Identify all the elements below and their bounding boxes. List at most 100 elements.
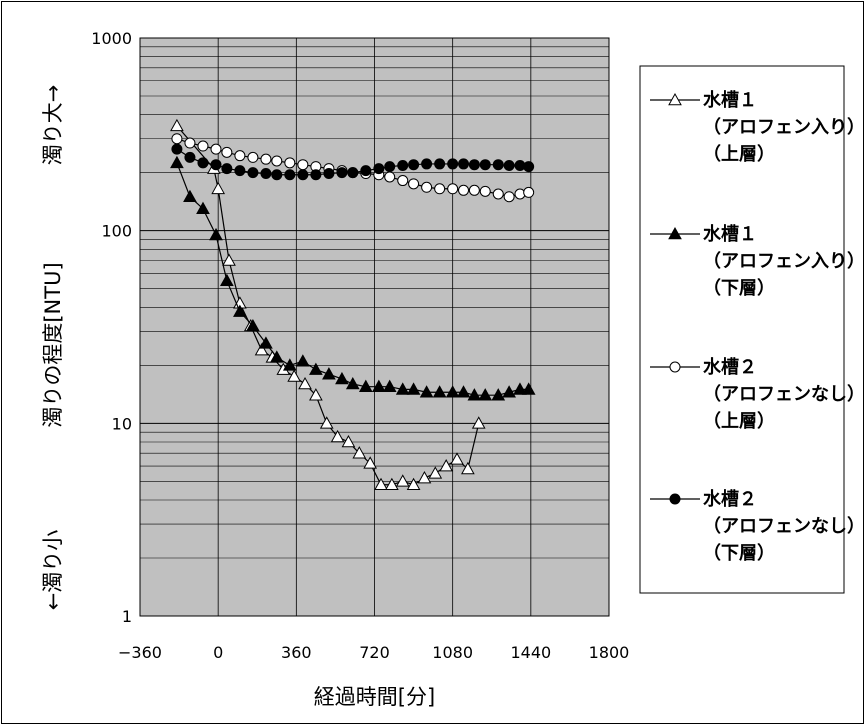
series-2-point xyxy=(282,358,297,371)
series-3-point xyxy=(397,175,409,187)
legend-entry-1: 水槽１ （アロフェン入り） （上層） xyxy=(650,89,865,165)
series-4-point xyxy=(479,159,491,171)
series-3-point xyxy=(384,171,396,183)
series-2-point xyxy=(467,388,482,401)
series-4-point xyxy=(360,165,372,177)
series-2-point xyxy=(358,379,373,392)
series-4-point xyxy=(260,168,272,180)
series-3-point xyxy=(247,151,259,163)
series-2-point xyxy=(432,385,447,398)
legend-marker xyxy=(669,493,681,505)
series-2-point xyxy=(395,382,410,395)
series-4-point xyxy=(336,167,348,179)
series-4-point xyxy=(434,158,446,170)
series-4 xyxy=(171,143,535,181)
series-4-point xyxy=(347,167,359,179)
series-4-point xyxy=(234,165,246,177)
series-2-point xyxy=(246,318,260,332)
x-tick-label: 360 xyxy=(281,643,312,662)
x-tick-label: 1440 xyxy=(510,643,551,662)
series-2-point xyxy=(322,367,336,380)
series-3-point xyxy=(184,137,196,149)
series-4-point xyxy=(210,159,222,171)
series-1-point xyxy=(363,456,378,469)
series-4-point xyxy=(284,169,296,181)
series-4-point xyxy=(373,163,385,175)
series-1-point xyxy=(309,388,323,401)
x-tick-label: 0 xyxy=(213,643,223,662)
y-tick-label: 1000 xyxy=(91,29,132,48)
series-2-point xyxy=(269,350,284,363)
series-4-point xyxy=(197,157,209,169)
legend-label: （アロフェン入り） xyxy=(703,117,865,138)
series-4-point xyxy=(421,158,433,170)
legend-label: 水槽１ xyxy=(703,223,757,245)
legend-label: （上層） xyxy=(703,411,775,432)
legend-label: （下層） xyxy=(703,543,775,564)
series-3-point xyxy=(197,140,209,152)
x-tick-label: 1080 xyxy=(432,643,473,662)
series-3-point xyxy=(468,184,480,196)
legend-label: （アロフェンなし） xyxy=(703,384,865,405)
series-1-point xyxy=(428,466,443,479)
series-4-point xyxy=(221,163,233,175)
series-4-point xyxy=(447,158,459,170)
series-1-point xyxy=(439,459,454,472)
series-2-point xyxy=(183,189,197,203)
series-2-point xyxy=(220,273,234,286)
series-2-point xyxy=(513,382,527,395)
series-4-point xyxy=(297,169,309,181)
series-2-point xyxy=(521,382,536,395)
series-3-point xyxy=(221,146,233,158)
series-3-point xyxy=(434,183,446,195)
x-tick-labels: −360 0 360 720 1080 1440 1800 xyxy=(118,643,629,662)
series-4-point xyxy=(458,158,470,170)
series-3-point xyxy=(447,183,459,195)
series-2-point xyxy=(502,385,516,398)
series-1-point xyxy=(170,118,184,132)
x-tick-label: 720 xyxy=(359,643,390,662)
series-2-point xyxy=(371,379,386,392)
series-2-point xyxy=(233,304,247,317)
y-tick-label: 10 xyxy=(112,414,132,433)
series-3-point xyxy=(421,181,433,193)
series-3-point xyxy=(171,133,183,145)
series-4-point xyxy=(408,159,420,171)
series-2-point xyxy=(209,227,223,241)
series-2-point xyxy=(478,388,493,401)
series-4-point xyxy=(492,159,504,171)
series-2-point xyxy=(295,354,310,367)
series-2-point xyxy=(445,385,460,398)
series-2-point xyxy=(419,385,434,398)
series-3-point xyxy=(271,155,283,167)
series-1-point xyxy=(450,452,464,465)
series-3-point xyxy=(284,157,296,169)
series-1-point xyxy=(352,446,367,459)
series-1-point xyxy=(319,416,334,429)
series-4-point xyxy=(271,169,283,181)
legend-label: （アロフェン入り） xyxy=(703,251,865,272)
legend-box xyxy=(639,65,845,594)
series-4-point xyxy=(397,159,409,171)
series-4-point xyxy=(171,143,183,155)
series-4-point xyxy=(523,161,535,173)
series-1-point xyxy=(417,471,432,484)
legend-entry-2: 水槽１ （アロフェン入り） （下層） xyxy=(650,223,865,299)
series-3-point xyxy=(492,188,504,200)
series-4-point xyxy=(468,159,480,171)
series-4-point xyxy=(247,167,259,179)
legend-label: 水槽２ xyxy=(703,356,757,378)
y-axis-title: 濁りの程度[NTU] xyxy=(41,262,65,427)
series-layer xyxy=(170,118,536,491)
series-1-point xyxy=(406,477,421,491)
series-1-point xyxy=(471,416,486,429)
legend-entry-3: 水槽２ （アロフェンなし） （上層） xyxy=(650,356,865,432)
series-1-point xyxy=(395,474,410,487)
series-1 xyxy=(170,118,486,491)
series-4-point xyxy=(184,151,196,163)
legend-label: 水槽２ xyxy=(703,488,757,510)
series-3-point xyxy=(503,191,515,203)
legend-marker xyxy=(669,361,681,373)
series-3-point xyxy=(297,159,309,171)
series-2-point xyxy=(196,201,210,215)
